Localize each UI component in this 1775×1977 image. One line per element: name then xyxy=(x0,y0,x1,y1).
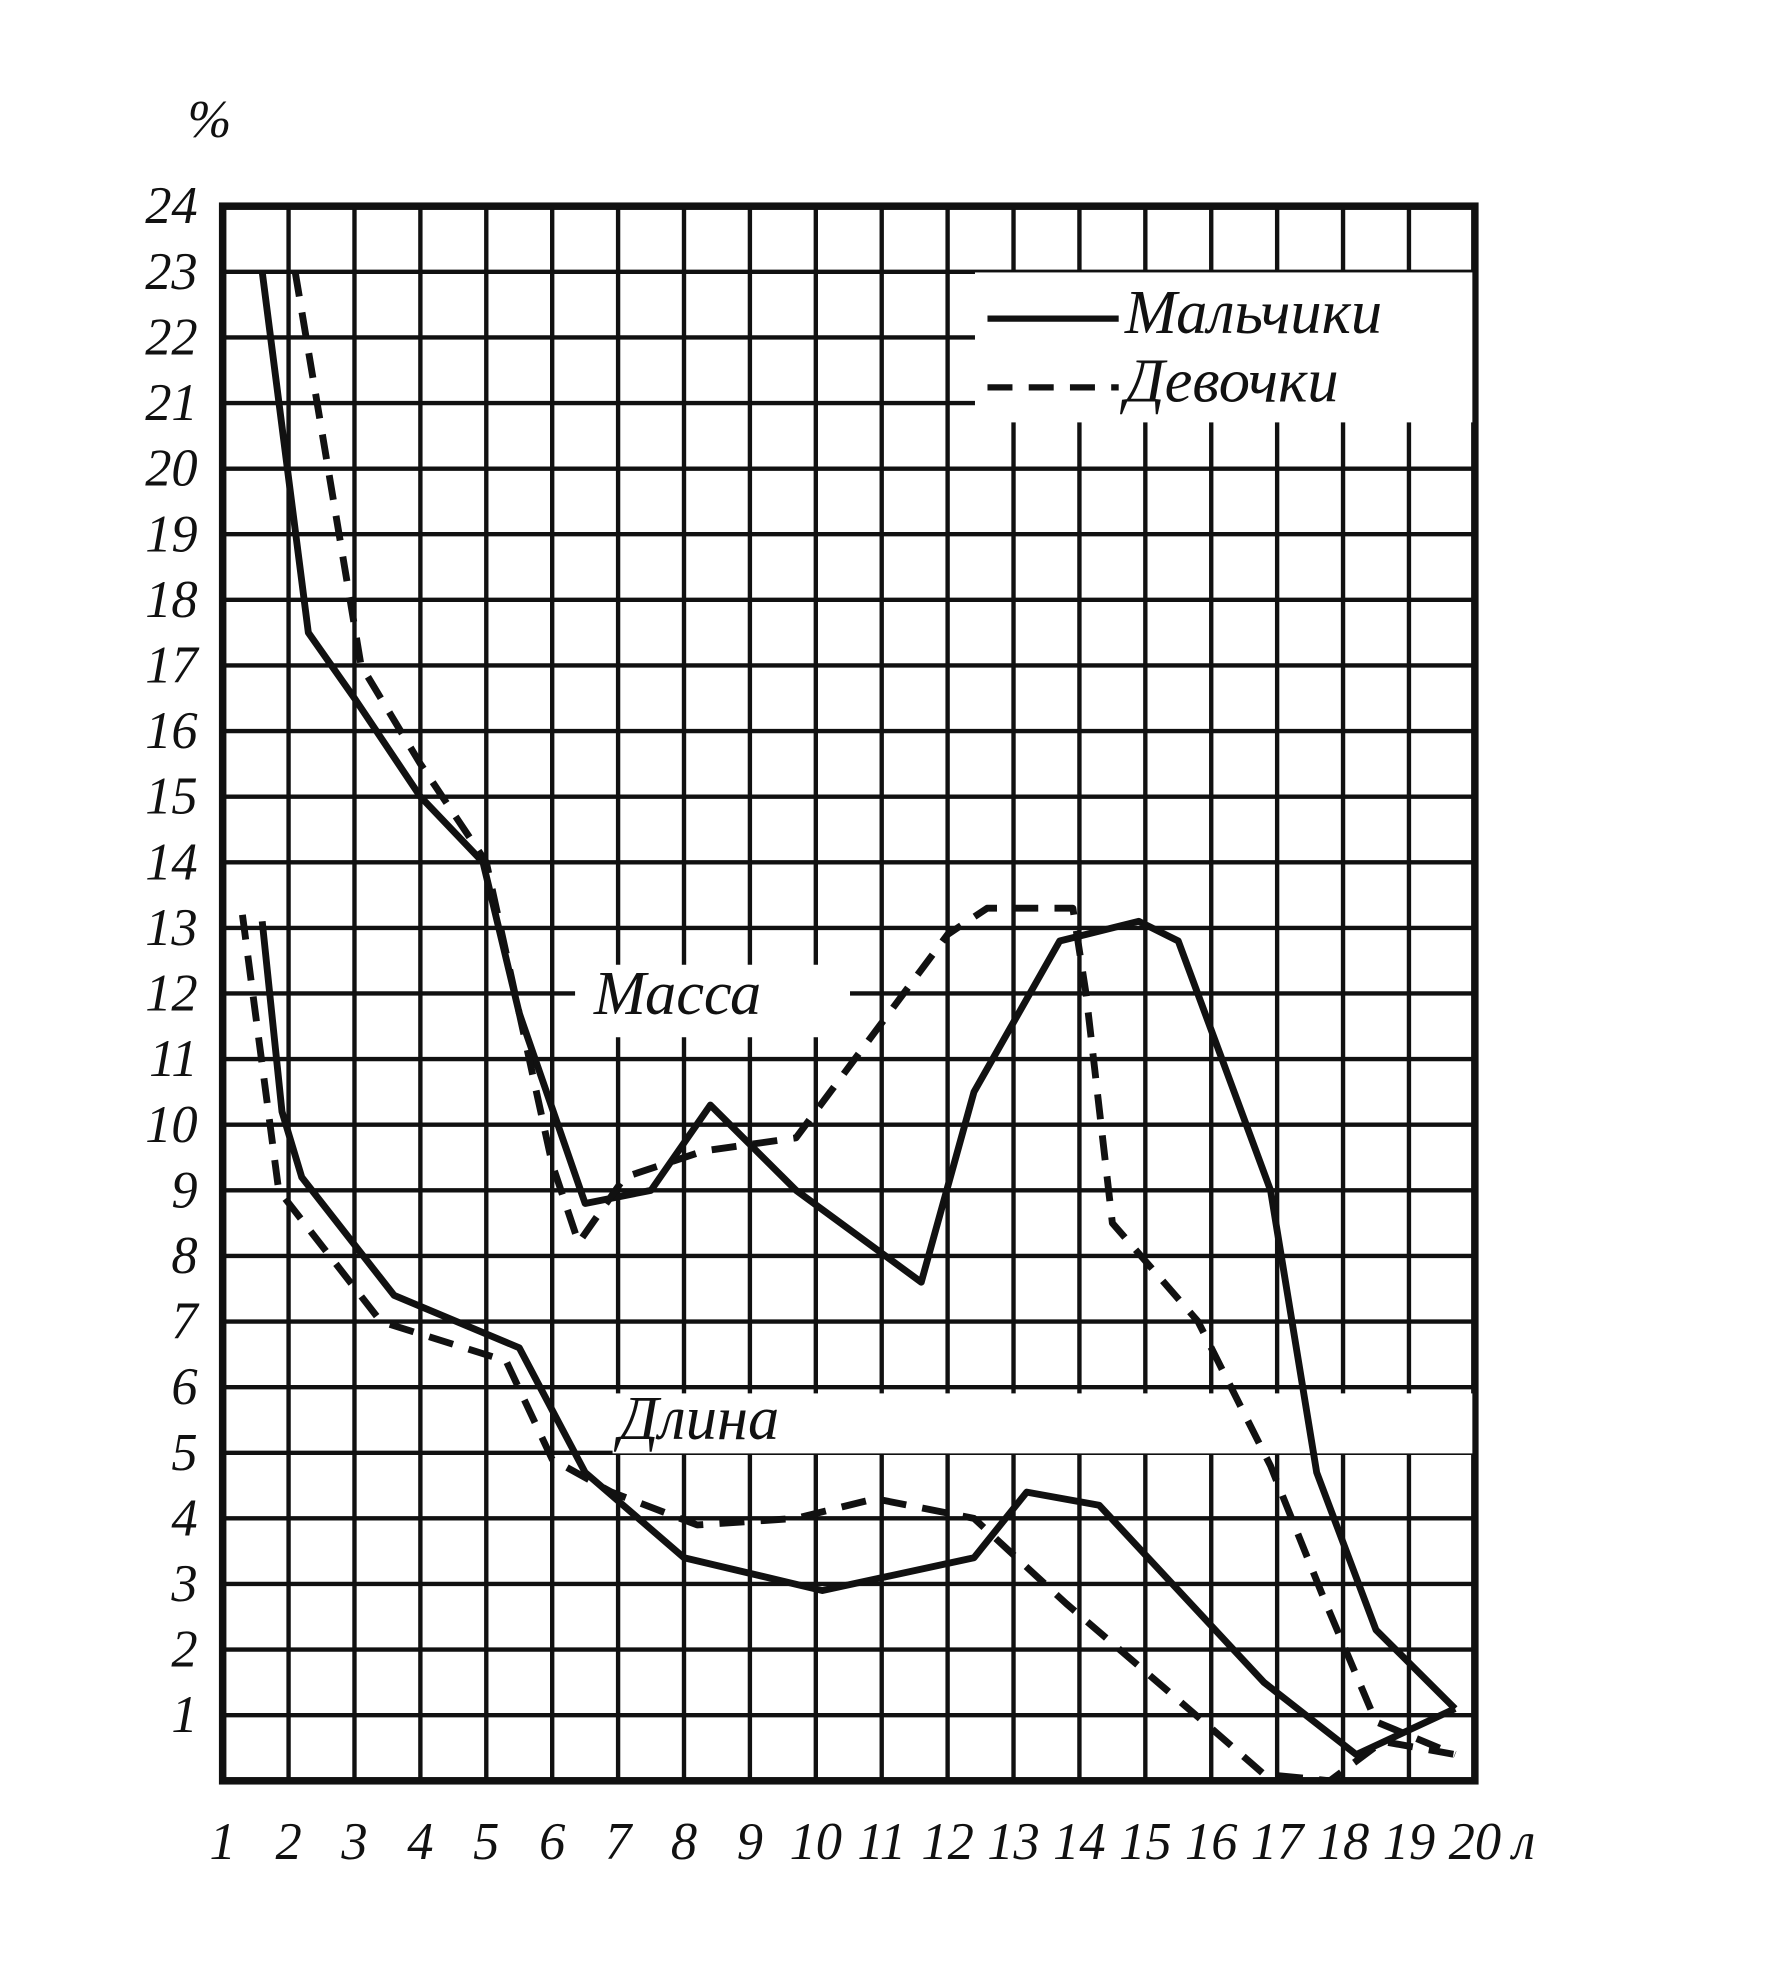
y-unit: % xyxy=(188,91,232,149)
legend-bg xyxy=(974,272,1473,423)
y-tick-label: 19 xyxy=(145,505,197,563)
y-tick-label: 10 xyxy=(145,1096,197,1154)
x-tick-label: 20 xyxy=(1449,1813,1501,1871)
x-tick-label: 15 xyxy=(1119,1813,1171,1871)
y-tick-label: 8 xyxy=(171,1227,197,1285)
y-tick-label: 22 xyxy=(145,308,197,366)
lines xyxy=(239,271,1458,1785)
x-tick-label: 4 xyxy=(407,1813,433,1871)
series-line xyxy=(239,914,1456,1785)
y-tick-label: 18 xyxy=(145,571,197,629)
y-tick-label: 2 xyxy=(171,1621,197,1679)
y-tick-label: 9 xyxy=(171,1161,197,1219)
x-tick-label: 14 xyxy=(1053,1813,1105,1871)
y-tick-label: 12 xyxy=(145,965,197,1023)
x-tick-label: 5 xyxy=(473,1813,499,1871)
y-tick-label: 23 xyxy=(145,243,197,301)
x-tick-label: 3 xyxy=(340,1813,367,1871)
x-tick-label: 18 xyxy=(1317,1813,1369,1871)
x-tick-label: 11 xyxy=(857,1813,906,1871)
x-tick-label: 19 xyxy=(1383,1813,1435,1871)
x-tick-label: 8 xyxy=(671,1813,697,1871)
legend-label: Девочки xyxy=(1120,346,1339,416)
y-tick-label: 21 xyxy=(145,374,197,432)
y-tick-label: 4 xyxy=(171,1489,197,1547)
x-unit: л xyxy=(1509,1813,1535,1871)
x-tick-label: 2 xyxy=(275,1813,301,1871)
x-tick-label: 9 xyxy=(737,1813,763,1871)
x-tick-label: 7 xyxy=(605,1813,634,1871)
y-tick-label: 7 xyxy=(171,1293,200,1351)
y-tick-label: 11 xyxy=(149,1030,198,1088)
y-tick-label: 5 xyxy=(171,1424,197,1482)
y-tick-label: 24 xyxy=(145,177,197,235)
x-tick-label: 13 xyxy=(987,1813,1039,1871)
group-label: Масса xyxy=(593,958,761,1028)
label-bg xyxy=(575,964,851,1038)
y-tick-label: 16 xyxy=(145,702,197,760)
y-tick-label: 15 xyxy=(145,768,197,826)
group-label: Длина xyxy=(614,1383,779,1453)
group-labels: Масса Длина xyxy=(575,958,1473,1454)
y-tick-label: 13 xyxy=(145,899,197,957)
x-tick-label: 17 xyxy=(1251,1813,1306,1871)
series-line xyxy=(258,920,1457,1758)
plot-frame xyxy=(218,202,1479,1785)
y-tick-label: 20 xyxy=(145,440,197,498)
y-tick-label: 6 xyxy=(171,1358,197,1416)
x-tick-label: 12 xyxy=(921,1813,973,1871)
x-tick-label: 6 xyxy=(539,1813,565,1871)
y-tick-label: 14 xyxy=(145,833,197,891)
label-bg xyxy=(612,1393,1473,1454)
x-tick-label: 16 xyxy=(1185,1813,1237,1871)
y-tick-label: 17 xyxy=(145,637,200,695)
y-tick-label: 1 xyxy=(171,1686,197,1744)
series-line xyxy=(291,271,1457,1758)
x-tick-label: 1 xyxy=(210,1813,236,1871)
series-line xyxy=(258,271,1458,1712)
y-tick-label: 3 xyxy=(170,1555,197,1613)
x-tick-label: 10 xyxy=(790,1813,842,1871)
legend-label: Мальчики xyxy=(1124,277,1382,347)
